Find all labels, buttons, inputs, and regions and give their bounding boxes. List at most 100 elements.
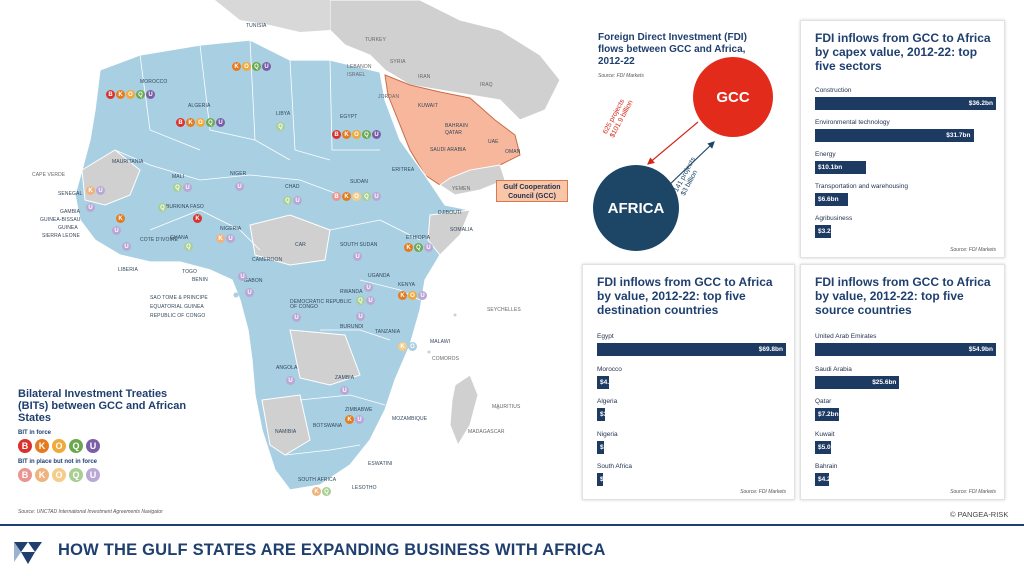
label-mali: MALI [172,174,185,180]
bit-badge-u: U [353,252,362,261]
mauritius-island [496,406,500,410]
label-ghana: GHANA [170,235,189,241]
label-algeria: ALGERIA [188,103,211,109]
bar-track: $36.2bn [815,97,996,110]
label-iraq: IRAQ [480,82,493,88]
bits-tunisia: K O Q U [232,62,271,71]
gcc-to-africa-arrow [647,121,699,165]
bit-badge-k: K [186,118,195,127]
bar-category-label: Construction [815,87,852,94]
label-togo: TOGO [182,269,198,275]
bit-badge-k: K [398,342,407,351]
bar [597,440,605,454]
bar-category-label: Algeria [597,398,618,405]
bit-badge-u: U [340,386,349,395]
bit-badge-u: U [286,376,295,385]
label-seychelles: SEYCHELLES [487,307,521,313]
label-niger: NIGER [230,171,247,177]
bits-burkina-faso: Q [158,203,167,212]
label-zimbabwe: ZIMBABWE [345,407,373,413]
bit-badge-q: Q [356,296,365,305]
bar-track: $2.3bn [597,473,786,486]
bit-badge-q: Q [414,243,423,252]
bit-badge-b: B [106,90,115,99]
bar-track: $54.9bn [815,343,996,356]
gcc-label-box: Gulf Cooperation Council (GCC) [496,180,568,202]
bar-category-label: Energy [815,151,836,158]
bar-track: $3.0bn [597,408,786,421]
bit-badge-q: Q [136,90,145,99]
label-botswana: BOTSWANA [313,423,343,429]
bit-badge-u: U [356,312,365,321]
bit-badge-u: U [86,203,95,212]
flows-title: Foreign Direct Investment (FDI) flows be… [598,32,747,67]
bit-badge-o: O [196,118,205,127]
bit-badge-u: U [364,283,373,292]
bar-value-label: $3.0bn [600,411,621,418]
label-qatar: QATAR [445,130,462,136]
bit-badge-k: K [116,214,125,223]
pangea-risk-logo-icon [14,542,42,564]
map-source: Source: UNCTAD International Investment … [18,509,163,515]
bar-track: $5.0bn [815,440,996,454]
legend-badge-o: O [52,439,66,453]
bit-badge-o: O [352,192,361,201]
bar-value-label: $25.6bn [872,378,897,386]
label-ethiopia: ETHIOPIA [406,235,431,241]
bar-row: Algeria $3.0bn [597,398,786,421]
label-nigeria: NIGERIA [220,226,242,232]
grey-region-somalia [427,209,471,256]
bar [815,97,996,110]
bits-chad: Q U [283,196,302,205]
bar-track: $6.6bn [815,193,996,206]
label-iran: IRAN [418,74,431,80]
bar [815,375,900,389]
bar-category-label: Morocco [597,365,622,373]
label-gambia: GAMBIA [60,209,81,215]
bit-badge-u: U [262,62,271,71]
legend-badge-k-faded: K [35,468,49,482]
bits-mali: Q U [173,183,192,192]
label-zambia: ZAMBIA [335,375,355,381]
sao-tome-island [233,292,239,298]
bar-track: $2.6bn [597,440,786,454]
label-mozambique: MOZAMBIQUE [392,416,428,422]
legend-badge-q-faded: Q [69,468,83,482]
label-car: CAR [295,242,306,248]
bits-cameroon: U [238,272,247,281]
bit-badge-k: K [312,487,321,496]
flows-source: Source: FDI Markets [598,73,644,79]
bits-burundi: U [356,312,365,321]
label-egypt: EGYPT [340,114,358,120]
bit-badge-k: K [342,192,351,201]
bar-category-label: Egypt [597,333,614,340]
bit-badge-k: K [398,291,407,300]
bar-value-label: $2.6bn [600,443,621,451]
bits-drc: U [292,313,301,322]
bar-row: Transportation and warehousing $6.6bn [815,183,996,206]
bit-badge-o: O [352,130,361,139]
label-eswatini: ESWATINI [368,461,393,467]
bits-niger: U [235,182,244,191]
cape-verde-island [86,175,90,179]
label-cape-verde: CAPE VERDE [32,172,66,178]
bits-guinea: K [116,214,125,223]
legend-title: Bilateral Investment Treaties (BITs) bet… [18,388,187,424]
label-benin: BENIN [192,277,208,283]
label-morocco: MOROCCO [140,79,168,85]
legend-badge-b-faded: B [18,468,32,482]
label-djibouti: DJIBOUTI [438,210,462,216]
bits-zambia: U [340,386,349,395]
bar-category-label: Qatar [815,398,832,405]
bar-row: United Arab Emirates $54.9bn [815,333,996,356]
bar-value-label: $5.0bn [818,443,839,451]
bar-track: $3.2bn [815,225,996,238]
bit-badge-q: Q [322,487,331,496]
sources-chart-source: Source: FDI Markets [950,489,996,495]
label-senegal: SENEGAL [58,191,83,197]
bit-badge-q: Q [283,196,292,205]
africa-map: TUNISIA MOROCCO ALGERIA LIBYA EGYPT MAUR… [18,0,568,515]
bar-track: $31.7bn [815,129,996,142]
bits-zimbabwe: K U [345,415,364,424]
bar [597,408,606,421]
